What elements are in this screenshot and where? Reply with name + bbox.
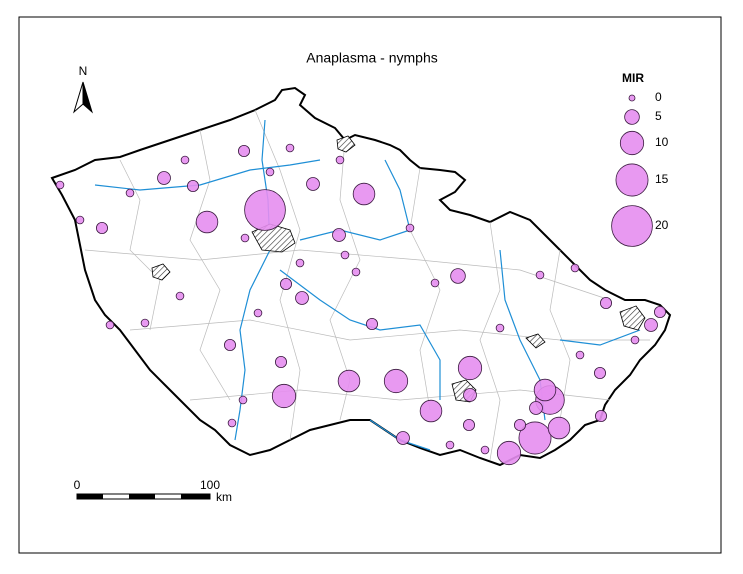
site-marker xyxy=(105,320,115,330)
site-marker xyxy=(274,355,288,369)
site-marker xyxy=(653,305,667,319)
sites xyxy=(55,143,667,466)
legend-symbol xyxy=(611,205,653,247)
site-marker xyxy=(55,180,65,190)
site-marker xyxy=(496,440,522,466)
legend-symbol xyxy=(619,130,645,156)
site-marker xyxy=(265,167,275,177)
cities xyxy=(151,135,646,403)
site-marker xyxy=(175,291,185,301)
site-marker xyxy=(244,189,286,231)
site-marker xyxy=(227,418,237,428)
site-marker xyxy=(306,177,320,191)
site-marker xyxy=(240,233,250,243)
site-marker xyxy=(365,317,379,331)
scale-bar: 0 100 km xyxy=(74,478,232,504)
site-marker xyxy=(419,399,443,423)
site-marker xyxy=(238,395,248,405)
site-marker xyxy=(95,221,109,235)
scale-label: 100 xyxy=(200,478,220,492)
site-marker xyxy=(570,263,580,273)
legend-label: 10 xyxy=(655,135,669,149)
site-marker xyxy=(463,388,477,402)
site-marker xyxy=(157,171,171,185)
legend-label: 5 xyxy=(655,109,662,123)
site-marker xyxy=(630,335,640,345)
site-marker xyxy=(594,409,608,423)
site-marker xyxy=(644,318,658,332)
legend-label: 20 xyxy=(655,218,669,232)
site-marker xyxy=(533,378,557,402)
site-marker xyxy=(337,369,361,393)
site-marker xyxy=(285,143,295,153)
site-marker xyxy=(383,368,409,394)
site-marker xyxy=(593,366,607,380)
legend-label: 0 xyxy=(655,90,662,104)
site-marker xyxy=(480,445,490,455)
north-arrow: N xyxy=(73,64,93,114)
site-marker xyxy=(253,308,263,318)
rivers xyxy=(94,119,641,451)
legend-symbol xyxy=(615,163,649,197)
scale-label: 0 xyxy=(74,478,81,492)
site-marker xyxy=(351,267,361,277)
site-marker xyxy=(186,179,200,193)
site-marker xyxy=(195,210,219,234)
map-title: Anaplasma - nymphs xyxy=(306,50,438,66)
site-marker xyxy=(495,323,505,333)
site-marker xyxy=(547,416,571,440)
site-marker xyxy=(599,296,613,310)
site-marker xyxy=(457,355,483,381)
legend-symbol xyxy=(624,109,640,125)
site-marker xyxy=(125,188,135,198)
site-marker xyxy=(396,431,410,445)
site-marker xyxy=(462,418,476,432)
site-marker xyxy=(352,182,376,206)
site-marker xyxy=(518,421,552,455)
site-marker xyxy=(75,215,85,225)
site-marker xyxy=(271,383,297,409)
site-marker xyxy=(140,318,150,328)
site-marker xyxy=(575,350,585,360)
country-border xyxy=(50,86,672,467)
site-marker xyxy=(295,258,305,268)
north-label: N xyxy=(79,64,88,78)
site-marker xyxy=(180,155,190,165)
site-marker xyxy=(335,155,345,165)
site-marker xyxy=(529,401,543,415)
site-marker xyxy=(223,338,237,352)
site-marker xyxy=(340,250,350,260)
site-marker xyxy=(405,223,415,233)
legend-label: 15 xyxy=(655,172,669,186)
legend-symbol xyxy=(628,94,636,102)
legend: 0 5 10 15 20 xyxy=(611,90,669,247)
site-marker xyxy=(450,268,466,284)
site-marker xyxy=(332,228,346,242)
legend-title: MIR xyxy=(622,71,644,85)
site-marker xyxy=(513,418,527,432)
site-marker xyxy=(430,278,440,288)
site-marker xyxy=(295,291,309,305)
scale-unit: km xyxy=(216,490,232,504)
site-marker xyxy=(535,270,545,280)
site-marker xyxy=(445,440,455,450)
site-marker xyxy=(279,277,293,291)
site-marker xyxy=(237,144,251,158)
